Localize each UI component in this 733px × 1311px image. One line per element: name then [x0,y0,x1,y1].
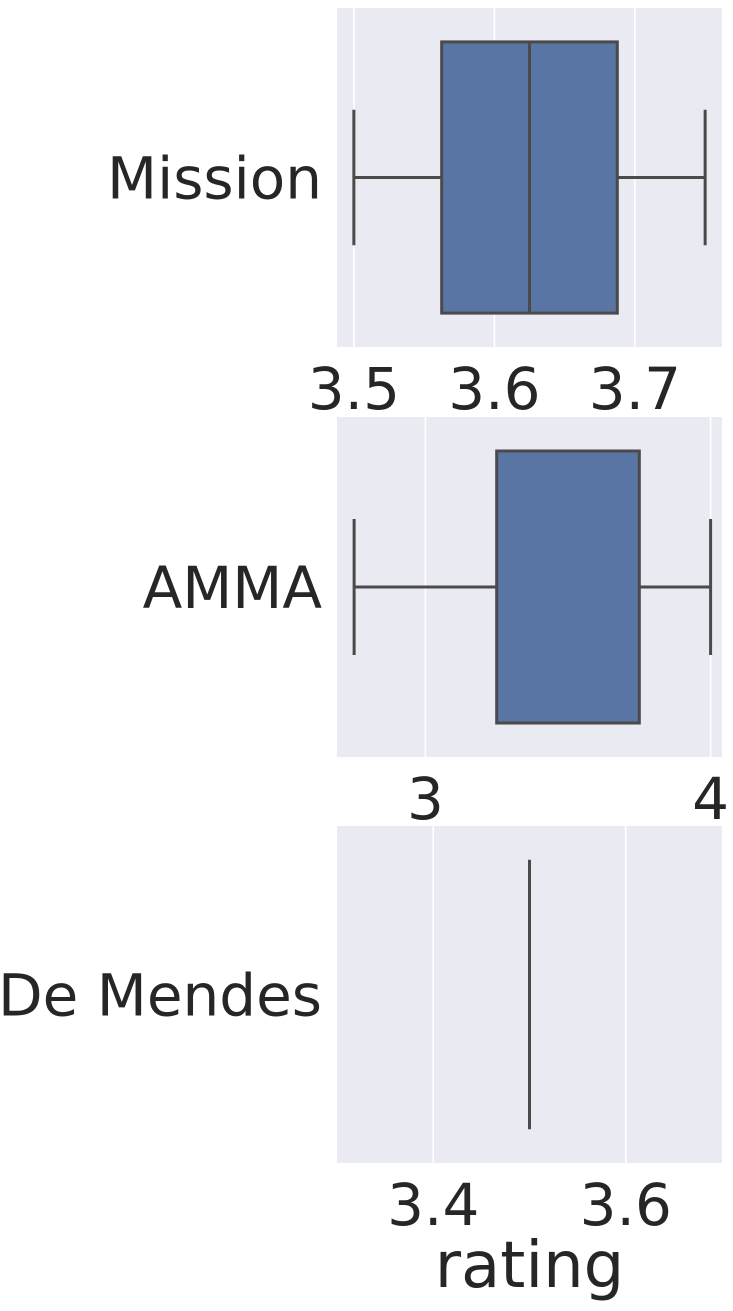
x-tick-label: 4 [692,765,729,833]
x-tick-label: 3.6 [580,1171,672,1239]
category-label: AMMA [143,554,323,622]
x-tick-label: 3.6 [448,355,540,423]
x-tick-label: 3.5 [308,355,400,423]
box [495,449,641,725]
x-tick-label: 3 [407,765,444,833]
category-label: De Mendes [0,962,322,1030]
x-tick-label: 3.7 [589,355,681,423]
x-axis-label: rating [435,1229,625,1303]
x-tick-label: 3.4 [387,1171,479,1239]
category-label: Mission [107,145,322,213]
